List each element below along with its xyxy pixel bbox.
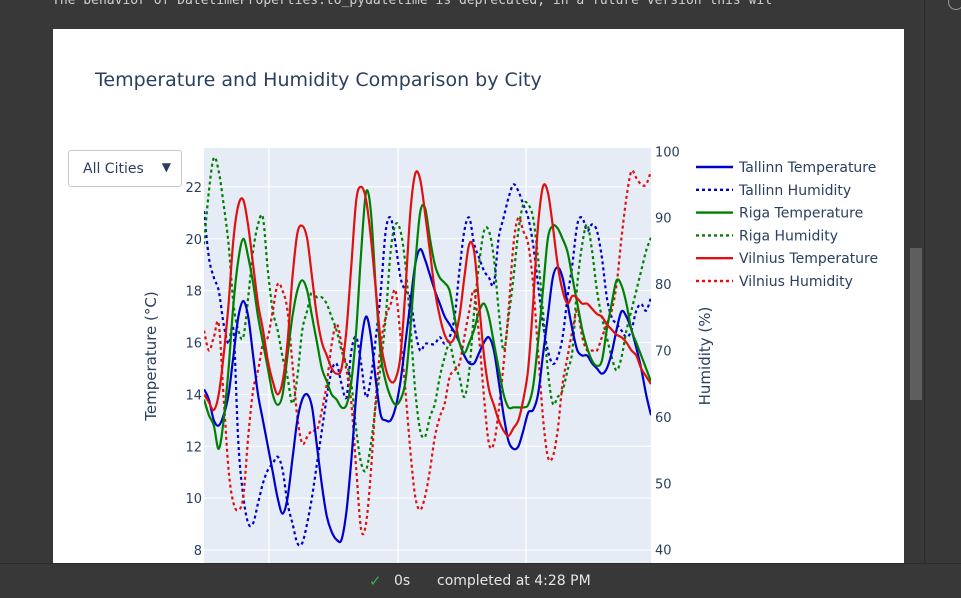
completion-message: completed at 4:28 PM bbox=[437, 573, 591, 589]
legend-item[interactable]: Vilnius Humidity bbox=[696, 274, 853, 290]
dropdown-selected-value: All Cities bbox=[83, 161, 144, 177]
legend[interactable]: Tallinn Temperature Tallinn Humidity Riga … bbox=[696, 160, 878, 290]
tallinn-temperature-line bbox=[204, 248, 651, 544]
check-icon: ✓ bbox=[369, 572, 382, 590]
legend-label: Vilnius Temperature bbox=[739, 251, 878, 267]
legend-item[interactable]: Tallinn Humidity bbox=[696, 183, 851, 199]
y2-tick-label: 40 bbox=[655, 544, 672, 559]
chart-title: Temperature and Humidity Comparison by C… bbox=[95, 69, 542, 91]
y2-tick-label: 60 bbox=[655, 411, 672, 426]
legend-label: Tallinn Temperature bbox=[738, 160, 876, 176]
panel-divider bbox=[924, 0, 925, 563]
y2-tick-label: 70 bbox=[655, 345, 672, 360]
y2-tick-label: 100 bbox=[655, 145, 680, 160]
axis-ticks: 8 10 12 14 16 18 20 22 40 50 60 70 80 90 100 bbox=[185, 145, 679, 559]
output-options-icon[interactable] bbox=[948, 0, 961, 10]
chart-canvas: 8 10 12 14 16 18 20 22 40 50 60 70 80 90 100 Temperatu… bbox=[142, 145, 878, 563]
legend-label: Riga Temperature bbox=[739, 206, 863, 222]
y-tick-label: 20 bbox=[185, 233, 202, 248]
y2-axis-title: Humidity (%) bbox=[696, 307, 714, 406]
status-bar: ✓ 0s completed at 4:28 PM bbox=[0, 563, 961, 598]
series-lines bbox=[204, 156, 651, 547]
y-tick-label: 14 bbox=[185, 388, 202, 403]
y-tick-label: 16 bbox=[185, 337, 202, 352]
legend-label: Riga Humidity bbox=[739, 228, 838, 244]
y-tick-label: 12 bbox=[185, 440, 202, 455]
vilnius-temperature-line bbox=[204, 170, 651, 438]
y2-tick-label: 50 bbox=[655, 477, 672, 492]
y2-tick-label: 80 bbox=[655, 278, 672, 293]
vilnius-humidity-line bbox=[204, 169, 651, 536]
legend-item[interactable]: Riga Humidity bbox=[696, 228, 838, 244]
riga-humidity-line bbox=[204, 156, 651, 473]
y-tick-label: 8 bbox=[194, 544, 202, 559]
y-axis-title: Temperature (°C) bbox=[142, 291, 160, 421]
legend-item[interactable]: Riga Temperature bbox=[696, 206, 863, 222]
y-tick-label: 10 bbox=[185, 492, 202, 507]
y-tick-label: 18 bbox=[185, 285, 202, 300]
scrollbar-thumb[interactable] bbox=[910, 248, 922, 400]
elapsed-time: 0s bbox=[394, 573, 411, 589]
legend-label: Tallinn Humidity bbox=[738, 183, 851, 199]
y-tick-label: 22 bbox=[185, 181, 202, 196]
y2-tick-label: 90 bbox=[655, 212, 672, 227]
city-filter-dropdown[interactable]: All Cities ▼ bbox=[68, 150, 182, 187]
legend-item[interactable]: Vilnius Temperature bbox=[696, 251, 878, 267]
legend-item[interactable]: Tallinn Temperature bbox=[696, 160, 876, 176]
deprecation-warning: The behavior of DatetimeProperties.to_py… bbox=[52, 0, 773, 8]
chevron-down-icon: ▼ bbox=[161, 160, 171, 174]
legend-label: Vilnius Humidity bbox=[739, 274, 853, 290]
tallinn-humidity-line bbox=[204, 183, 651, 547]
plot-output: Temperature and Humidity Comparison by C… bbox=[53, 29, 904, 563]
